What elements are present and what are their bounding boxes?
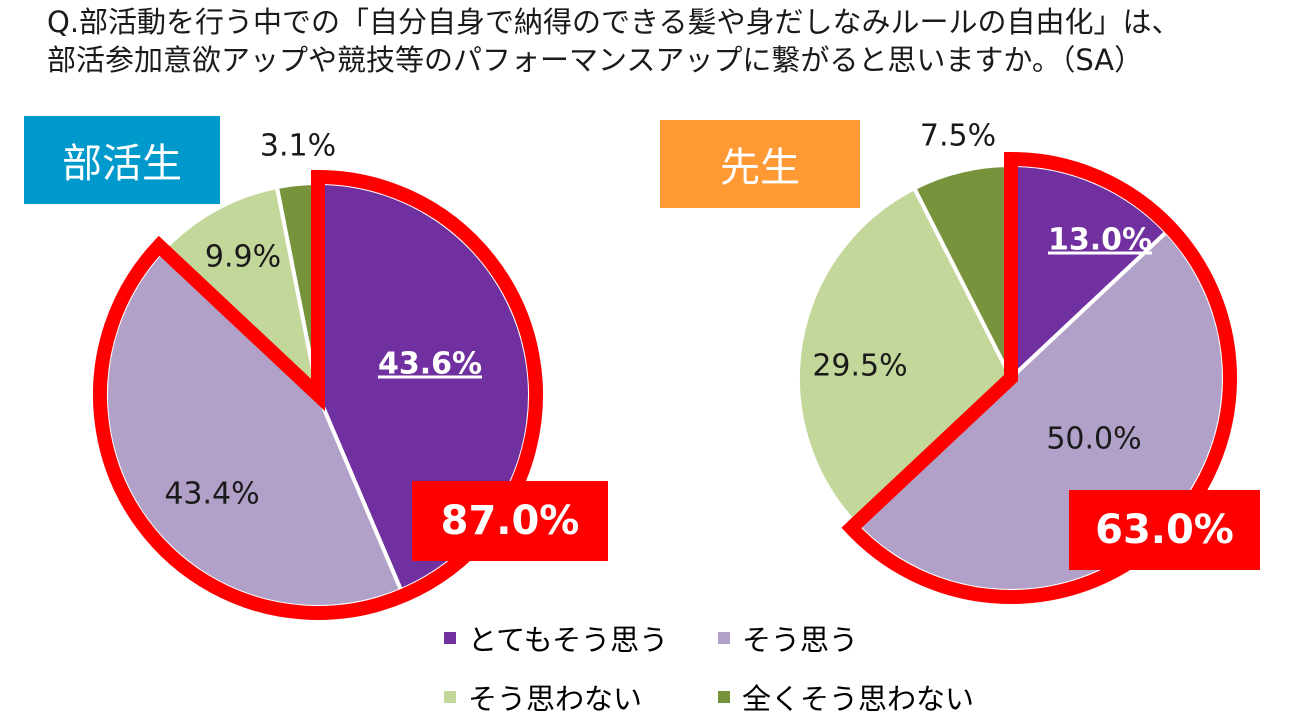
students-group-badge: 部活生 <box>24 116 220 204</box>
legend-item-totally-agree: とてもそう思う <box>444 617 668 659</box>
teachers-highlight-total: 63.0% <box>1069 490 1260 570</box>
legend-swatch <box>444 691 456 703</box>
question-title-line-1: Q.部活動を行う中での「自分自身で納得のできる髪や身だしなみルールの自由化」は、 <box>47 5 1181 39</box>
legend-label: そう思わない <box>468 682 643 716</box>
legend-label: そう思う <box>742 623 859 657</box>
value-label-totally-disagree: 7.5% <box>920 119 996 154</box>
highlight-outline <box>841 151 1237 604</box>
legend-swatch <box>718 691 730 703</box>
legend-item-disagree: そう思わない <box>444 676 642 718</box>
teachers-pie: 13.0% 50.0% 29.5% 7.5% <box>796 119 1237 604</box>
value-label-disagree: 29.5% <box>812 349 907 384</box>
students-pie: 43.6% 43.4% 9.9% 3.1% <box>93 129 543 620</box>
legend-swatch <box>718 632 730 644</box>
teachers-group-badge: 先生 <box>660 120 860 208</box>
students-highlight-total: 87.0% <box>412 481 608 561</box>
value-label-totally-agree: 43.6% <box>378 347 482 382</box>
value-label-disagree: 9.9% <box>205 240 281 275</box>
legend-label: 全くそう思わない <box>742 682 975 716</box>
legend-item-agree: そう思う <box>718 617 858 659</box>
highlight-outline <box>93 169 543 620</box>
legend-swatch <box>444 632 456 644</box>
question-title-line-2: 部活参加意欲アップや競技等のパフォーマンスアップに繋がると思いますか。（SA） <box>47 43 1144 77</box>
value-label-agree: 50.0% <box>1046 422 1141 457</box>
legend-label: とてもそう思う <box>468 623 669 657</box>
value-label-agree: 43.4% <box>164 477 259 512</box>
value-label-totally-disagree: 3.1% <box>260 129 336 164</box>
slice-disagree <box>796 186 1013 526</box>
value-label-totally-agree: 13.0% <box>1048 223 1152 258</box>
legend-item-totally-disagree: 全くそう思わない <box>718 676 974 718</box>
